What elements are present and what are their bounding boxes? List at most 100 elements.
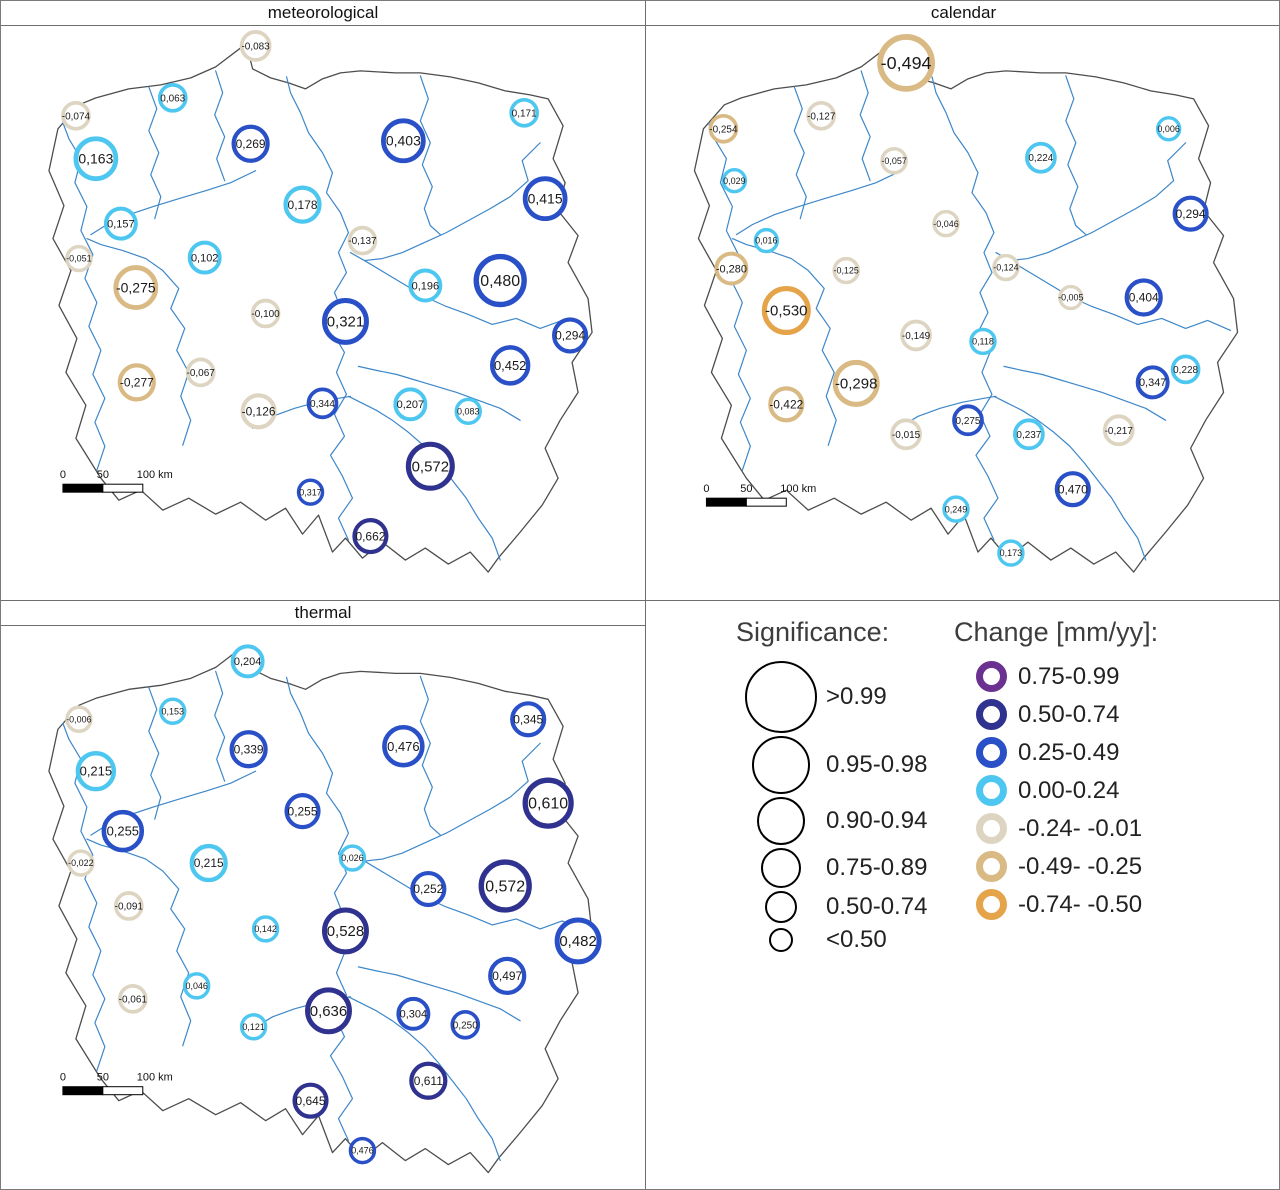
station-value: 0,662: [355, 529, 385, 543]
station-value: 0,610: [528, 796, 568, 813]
station-value: 0,207: [397, 399, 424, 411]
significance-title: Significance:: [736, 617, 890, 647]
station-value: 0,611: [414, 1074, 443, 1088]
panel-title-calendar: calendar: [646, 1, 1279, 26]
river-line: [897, 395, 997, 429]
river-line: [419, 675, 441, 836]
station-circle: [67, 849, 95, 877]
station-circle: [75, 750, 117, 792]
station-value: -0,057: [881, 156, 906, 166]
station-value: 0,294: [1176, 207, 1206, 221]
station-circle: [347, 225, 378, 256]
significance-circle: [765, 891, 797, 923]
scalebar-label: 100 km: [780, 483, 816, 495]
station-value: 0,046: [185, 981, 207, 991]
river-line: [419, 75, 441, 236]
scalebar-label: 0: [60, 1072, 66, 1084]
significance-label: 0.75-0.89: [826, 854, 928, 881]
station-circle: [509, 97, 539, 128]
significance-circle-holder: [736, 661, 826, 733]
scalebar-label: 0: [703, 483, 709, 495]
station-circle: [890, 418, 922, 451]
river-line: [86, 838, 192, 1047]
legend-panel: Significance: >0.99 0.95-0.98 0.90-0.94 0.7…: [646, 601, 1279, 1189]
scalebar-segment-black: [62, 483, 104, 493]
change-label: 0.50-0.74: [1018, 700, 1120, 728]
station-circle: [880, 147, 908, 175]
scalebar-label: 50: [740, 483, 752, 495]
station-value: 0,215: [194, 856, 224, 870]
station-value: 0,252: [413, 882, 443, 896]
station-circle: [1135, 365, 1170, 400]
station-value: 0,344: [310, 399, 335, 410]
river-line: [214, 670, 226, 782]
station-circle: [65, 244, 93, 273]
station-circle: [1102, 414, 1135, 447]
station-value: -0,083: [241, 41, 270, 52]
station-value: -0,149: [902, 331, 931, 342]
station-value: -0,127: [807, 111, 836, 122]
river-line: [214, 70, 226, 182]
station-circle: [753, 227, 780, 254]
river-line: [931, 76, 999, 541]
station-value: 0,142: [254, 924, 276, 934]
river-line: [86, 238, 192, 446]
river-line: [1009, 142, 1187, 262]
scalebar-segment-white: [745, 497, 787, 507]
station-value: -0,015: [892, 430, 921, 441]
station-circle: [510, 701, 547, 738]
station-circle: [117, 363, 156, 402]
station-circle: [113, 891, 144, 921]
significance-circle-holder: [736, 797, 826, 845]
station-value: 0,204: [234, 656, 261, 668]
change-item: 0.00-0.24: [976, 775, 1158, 806]
station-value: -0,100: [251, 309, 280, 320]
panel-meteorological: meteorological 0 50 100 km -0,083 0,063 -0,07…: [1, 1, 646, 601]
change-item: -0.49- -0.25: [976, 851, 1158, 882]
station-circle: [708, 113, 739, 144]
station-circle: [522, 176, 568, 222]
station-circle: [338, 844, 367, 872]
station-circle: [283, 185, 322, 224]
station-value: -0,074: [62, 111, 91, 122]
map-thermal: 0 50 100 km 0,204 0,153 -0,006 0,345 0,339 0,476…: [48, 644, 602, 1174]
station-circle: [489, 345, 531, 386]
river-line: [357, 365, 521, 421]
station-value: 0,294: [555, 329, 585, 343]
station-circle: [1024, 141, 1057, 174]
station-value: 0,404: [1129, 291, 1159, 305]
station-circle: [832, 256, 860, 285]
station-value: 0,476: [387, 739, 419, 754]
change-label: -0.24- -0.01: [1018, 814, 1143, 842]
station-circle: [250, 298, 281, 329]
station-circle: [900, 319, 932, 352]
station-circle: [409, 1061, 448, 1100]
change-ring: [976, 889, 1007, 920]
station-value: 0,006: [1157, 124, 1179, 134]
change-title: Change [mm/yy]:: [954, 617, 1159, 647]
significance-item: >0.99: [736, 661, 927, 733]
change-ring: [976, 737, 1007, 768]
river-line: [793, 86, 807, 220]
station-circle: [187, 240, 222, 275]
change-list: 0.75-0.99 0.50-0.74 0.25-0.49 0.00-0.24 -0.2…: [976, 661, 1158, 920]
map-meteorological: 0 50 100 km -0,083 0,063 -0,074 0,171 0,269 0,40…: [48, 30, 593, 573]
change-legend: Change [mm/yy]: 0.75-0.99 0.50-0.74 0.25-0…: [946, 617, 1158, 927]
change-ring: [976, 775, 1007, 806]
station-circle: [932, 209, 960, 238]
station-value: -0,091: [115, 901, 144, 912]
station-circle: [952, 404, 984, 437]
station-circle: [969, 327, 997, 356]
station-value: 0,572: [485, 879, 525, 896]
change-item: 0.75-0.99: [976, 661, 1158, 692]
station-circle: [101, 809, 145, 853]
station-circle: [450, 1009, 481, 1040]
station-circle: [73, 136, 119, 182]
station-circle: [159, 697, 187, 726]
station-value: -0,280: [716, 263, 747, 275]
station-value: 0,482: [559, 933, 596, 950]
change-item: -0.74- -0.50: [976, 889, 1158, 920]
station-value: -0,422: [769, 398, 803, 412]
station-value: 0,224: [1028, 153, 1053, 164]
